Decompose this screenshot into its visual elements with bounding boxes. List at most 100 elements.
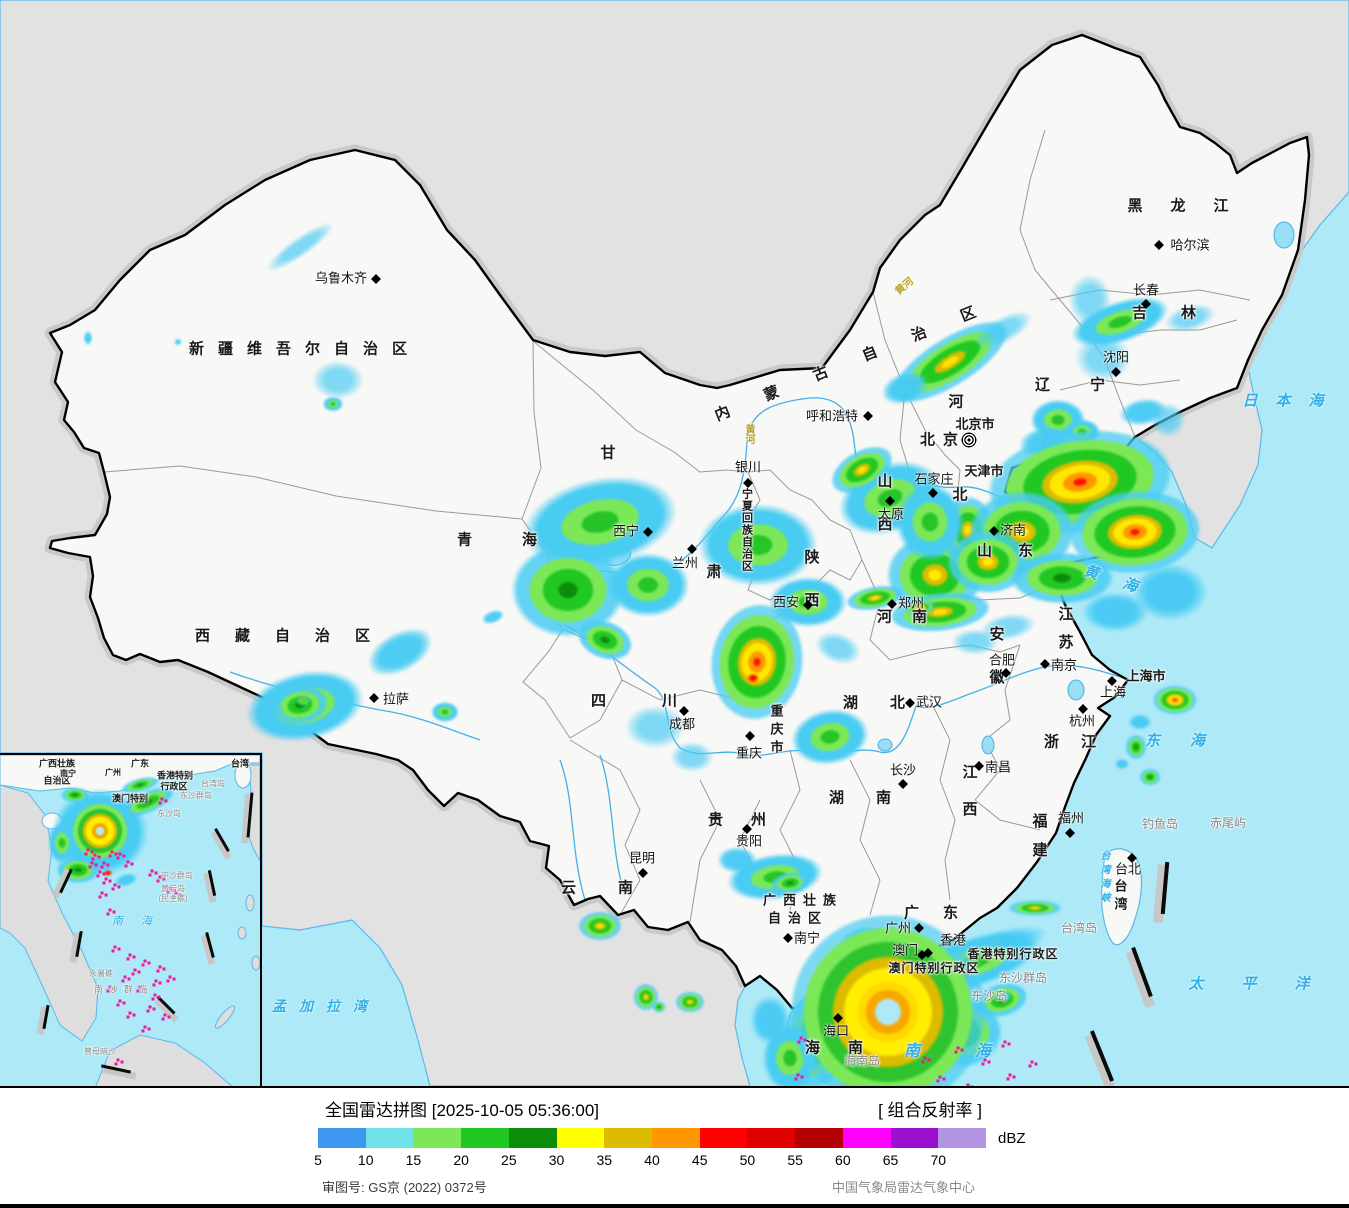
radar-echo <box>1127 713 1153 731</box>
radar-echo <box>1007 900 1063 916</box>
inset-reef-symbol <box>118 999 122 1003</box>
city-label-贵阳: 贵阳 <box>735 833 763 849</box>
colorbar-swatch-25 <box>508 1128 557 1148</box>
taiwan-island <box>1100 848 1143 946</box>
city-label-西宁: 西宁 <box>612 523 640 539</box>
reef-symbol <box>966 1083 970 1086</box>
radar-echo <box>1070 330 1136 386</box>
city-label-济南: 济南 <box>999 522 1027 538</box>
inset-reef-symbol <box>86 848 90 852</box>
inset-reef-symbol <box>154 979 158 983</box>
colorbar-swatch-30 <box>556 1128 605 1148</box>
radar-echo <box>308 357 368 403</box>
unit-label: dBZ <box>998 1130 1026 1147</box>
tick-5: 5 <box>314 1152 322 1168</box>
inset-reef-symbol <box>100 891 104 895</box>
reef-symbol <box>956 1046 960 1050</box>
agency-credit: 中国气象局雷达气象中心 <box>831 1180 975 1195</box>
tick-15: 15 <box>405 1152 422 1168</box>
tick-70: 70 <box>930 1152 947 1168</box>
radar-echo <box>430 701 460 723</box>
radar-echo <box>947 627 1003 657</box>
city-label-兰州: 兰州 <box>671 555 699 571</box>
colorbar-swatch-50 <box>747 1128 796 1148</box>
radar-echo <box>1139 768 1161 786</box>
city-label-海口: 海口 <box>822 1023 850 1039</box>
inset-reef-symbol <box>168 886 172 890</box>
inset-reef-symbol <box>108 908 112 912</box>
inset-reef-symbol <box>128 953 132 957</box>
inset-typhoon-eye-echo <box>70 801 130 861</box>
colorbar-swatch-15 <box>413 1128 462 1148</box>
inset-reef-symbol <box>108 985 112 989</box>
reef-symbol <box>1030 1060 1034 1064</box>
reef-symbol <box>1003 1040 1007 1044</box>
reef-symbol <box>1008 1073 1012 1077</box>
radar-echo <box>174 338 182 346</box>
radar-echo <box>714 845 760 875</box>
city-label-台北: 台北 <box>1114 861 1142 877</box>
city-label-重庆: 重庆 <box>735 745 763 761</box>
tick-55: 55 <box>787 1152 803 1168</box>
city-label-哈尔滨: 哈尔滨 <box>1170 237 1210 253</box>
legend-panel: 全国雷达拼图 [2025-10-05 05:36:00] [ 组合反射率 ] 5… <box>0 1088 1349 1204</box>
city-label-郑州: 郑州 <box>897 595 925 611</box>
colorbar-swatch-65 <box>890 1128 939 1148</box>
inset-reef-symbol <box>163 1013 167 1017</box>
reef-symbol <box>923 1056 927 1060</box>
radar-echo <box>1114 758 1130 770</box>
colorbar-swatch-35 <box>604 1128 653 1148</box>
product-label: [ 组合反射率 ] <box>878 1101 982 1120</box>
city-label-沈阳: 沈阳 <box>1102 349 1130 365</box>
inset-reef-symbol <box>113 945 117 949</box>
inset-reef-symbol <box>138 985 142 989</box>
inset-reef-symbol <box>126 860 130 864</box>
reflectivity-colorbar <box>318 1128 987 1148</box>
city-label-杭州: 杭州 <box>1068 713 1096 729</box>
inset-reef-symbol <box>174 891 178 895</box>
colorbar-swatch-70 <box>938 1128 987 1148</box>
city-label-成都: 成都 <box>668 716 696 732</box>
inset-reef-symbol <box>118 852 122 856</box>
inset-radar-echo <box>103 869 113 877</box>
tick-30: 30 <box>548 1152 565 1168</box>
colorbar-swatch-5 <box>318 1128 366 1148</box>
city-label-长春: 长春 <box>1132 282 1160 298</box>
inset-reef-symbol <box>104 877 108 881</box>
colorbar-swatch-20 <box>461 1128 509 1148</box>
tick-65: 65 <box>882 1152 899 1168</box>
inset-reef-symbol <box>143 959 147 963</box>
typhoon-eye-echo <box>788 912 988 1086</box>
radar-echo <box>747 992 793 1048</box>
city-label-乌鲁木齐: 乌鲁木齐 <box>314 270 368 286</box>
tick-40: 40 <box>644 1152 660 1168</box>
city-label-澳门: 澳门 <box>891 942 919 958</box>
radar-echo <box>652 1001 666 1013</box>
city-label-南宁: 南宁 <box>793 930 821 946</box>
colorbar-swatch-10 <box>365 1128 414 1148</box>
inset-reef-symbol <box>153 993 157 997</box>
inset-reef-symbol <box>123 975 127 979</box>
inset-reef-symbol <box>148 1005 152 1009</box>
colorbar-swatch-45 <box>699 1128 748 1148</box>
radar-echo <box>998 991 1012 1001</box>
city-label-昆明: 昆明 <box>628 850 656 866</box>
tick-60: 60 <box>835 1152 851 1168</box>
radar-echo <box>322 396 344 412</box>
colorbar-swatch-60 <box>842 1128 891 1148</box>
map-title: 全国雷达拼图 [2025-10-05 05:36:00] <box>325 1101 600 1120</box>
city-label-长沙: 长沙 <box>889 762 917 778</box>
colorbar-swatch-55 <box>795 1128 843 1148</box>
tick-35: 35 <box>596 1152 613 1168</box>
city-label-呼和浩特: 呼和浩特 <box>805 408 859 424</box>
reef-symbol <box>983 1058 987 1062</box>
inset-reef-symbol <box>143 1025 147 1029</box>
radar-echo <box>1065 270 1115 330</box>
tick-20: 20 <box>453 1152 469 1168</box>
inset-reef-symbol <box>158 965 162 969</box>
inset-reef-symbol <box>150 869 154 873</box>
radar-echo <box>1125 734 1147 760</box>
inset-reef-symbol <box>98 870 102 874</box>
tick-45: 45 <box>691 1152 708 1168</box>
